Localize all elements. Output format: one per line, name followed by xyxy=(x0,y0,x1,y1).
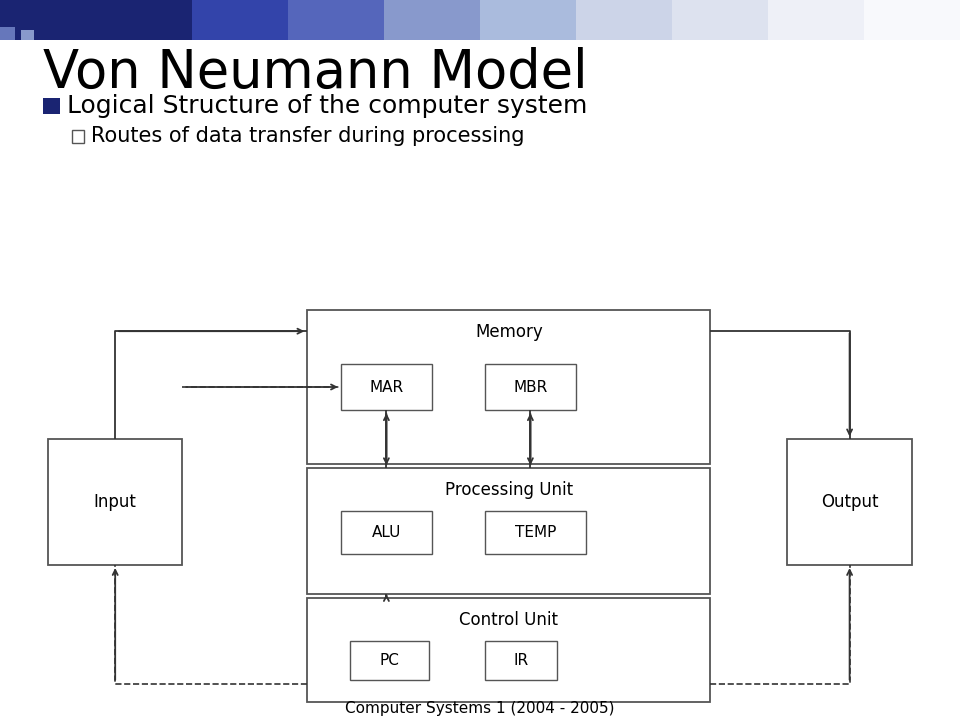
Text: MAR: MAR xyxy=(370,379,403,395)
Text: ALU: ALU xyxy=(372,526,401,540)
Text: Processing Unit: Processing Unit xyxy=(444,481,573,499)
Text: Input: Input xyxy=(94,493,136,511)
Bar xyxy=(307,310,710,464)
Text: Von Neumann Model: Von Neumann Model xyxy=(43,47,588,99)
Text: TEMP: TEMP xyxy=(515,526,556,540)
Bar xyxy=(341,511,432,554)
Bar xyxy=(485,364,576,410)
Text: Logical Structure of the computer system: Logical Structure of the computer system xyxy=(67,94,588,118)
Bar xyxy=(576,0,672,40)
Bar xyxy=(307,468,710,594)
Text: Control Unit: Control Unit xyxy=(459,611,559,629)
Bar xyxy=(480,0,576,40)
Bar xyxy=(96,0,192,40)
Text: Computer Systems 1 (2004 - 2005): Computer Systems 1 (2004 - 2005) xyxy=(346,701,614,716)
Bar xyxy=(768,0,864,40)
Bar xyxy=(43,98,60,114)
Text: MBR: MBR xyxy=(514,379,547,395)
Bar xyxy=(485,511,586,554)
Bar xyxy=(485,641,557,680)
Text: PC: PC xyxy=(380,653,399,668)
Bar xyxy=(307,598,710,702)
Bar xyxy=(341,364,432,410)
Bar xyxy=(787,439,912,565)
Bar xyxy=(0,27,15,40)
Bar xyxy=(672,0,768,40)
Bar xyxy=(72,130,84,143)
Bar xyxy=(0,0,21,27)
Bar xyxy=(384,0,480,40)
Text: Output: Output xyxy=(821,493,878,511)
Bar xyxy=(864,0,960,40)
Text: Routes of data transfer during processing: Routes of data transfer during processin… xyxy=(91,126,525,146)
Bar xyxy=(192,0,288,40)
Bar xyxy=(350,641,429,680)
Text: IR: IR xyxy=(514,653,528,668)
Text: Memory: Memory xyxy=(475,323,542,341)
Bar xyxy=(48,439,182,565)
Bar xyxy=(21,30,34,40)
Bar xyxy=(0,0,96,40)
Bar xyxy=(288,0,384,40)
